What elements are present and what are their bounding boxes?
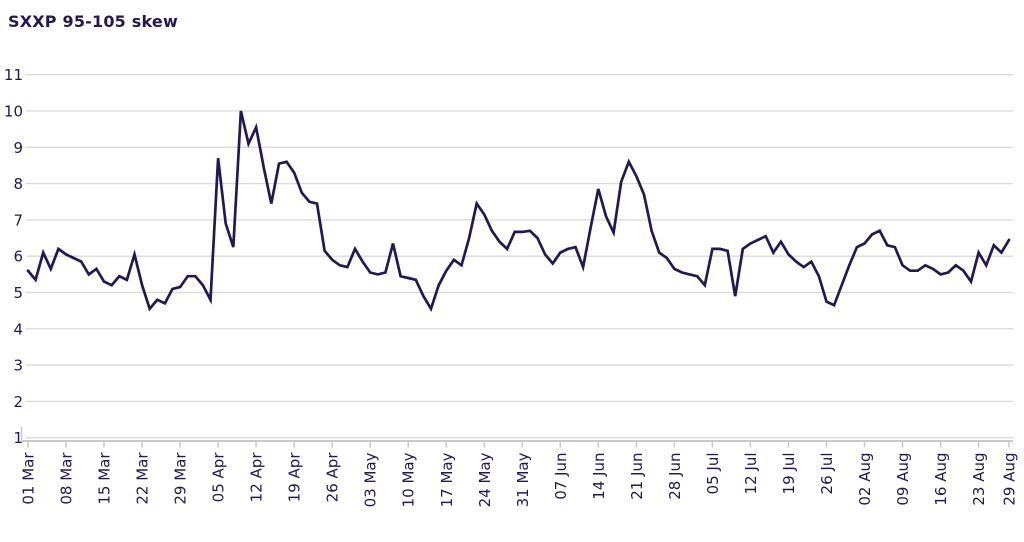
x-axis-label: 05 Apr bbox=[210, 452, 228, 503]
x-axis-label: 26 Apr bbox=[324, 452, 342, 503]
x-axis-label: 24 May bbox=[476, 452, 494, 507]
x-axis-label: 08 Mar bbox=[58, 452, 76, 505]
x-axis-label: 12 Jul bbox=[742, 453, 760, 495]
y-axis-label: 5 bbox=[13, 284, 23, 302]
x-axis-label: 22 Mar bbox=[134, 452, 152, 505]
x-axis-label: 03 May bbox=[362, 452, 380, 507]
x-axis-label: 15 Mar bbox=[96, 452, 114, 505]
y-axis-label: 10 bbox=[4, 103, 23, 121]
chart-title: SXXP 95-105 skew bbox=[8, 12, 178, 31]
x-axis-label: 07 Jun bbox=[552, 453, 570, 500]
x-axis-label: 28 Jun bbox=[666, 453, 684, 500]
y-axis-label: 2 bbox=[13, 393, 23, 411]
y-axis-label: 9 bbox=[13, 139, 23, 157]
x-axis-label: 02 Aug bbox=[856, 453, 874, 506]
x-axis-label: 29 Aug bbox=[1001, 453, 1019, 506]
x-axis-label: 23 Aug bbox=[970, 453, 988, 506]
y-axis-label: 1 bbox=[13, 429, 23, 447]
x-axis-label: 01 Mar bbox=[20, 452, 38, 505]
series-line bbox=[26, 110, 1011, 313]
y-axis-label: 4 bbox=[13, 320, 23, 338]
y-axis-label: 3 bbox=[13, 357, 23, 375]
y-axis-label: 8 bbox=[13, 175, 23, 193]
y-axis-label: 6 bbox=[13, 248, 23, 266]
x-axis-label: 12 Apr bbox=[248, 452, 266, 503]
x-axis-label: 09 Aug bbox=[894, 453, 912, 506]
x-axis-label: 19 Apr bbox=[286, 452, 304, 503]
x-axis-label: 26 Jul bbox=[818, 453, 836, 495]
x-axis-label: 29 Mar bbox=[172, 452, 190, 505]
y-axis-label: 11 bbox=[4, 66, 23, 84]
x-axis-label: 16 Aug bbox=[932, 453, 950, 506]
x-axis-label: 17 May bbox=[438, 452, 456, 507]
x-axis-label: 21 Jun bbox=[628, 453, 646, 500]
x-axis-label: 14 Jun bbox=[590, 453, 608, 500]
x-axis-label: 10 May bbox=[400, 452, 418, 507]
x-axis-label: 31 May bbox=[514, 452, 532, 507]
x-axis-label: 05 Jul bbox=[704, 453, 722, 495]
x-axis-label: 19 Jul bbox=[780, 453, 798, 495]
y-axis-label: 7 bbox=[13, 211, 23, 229]
